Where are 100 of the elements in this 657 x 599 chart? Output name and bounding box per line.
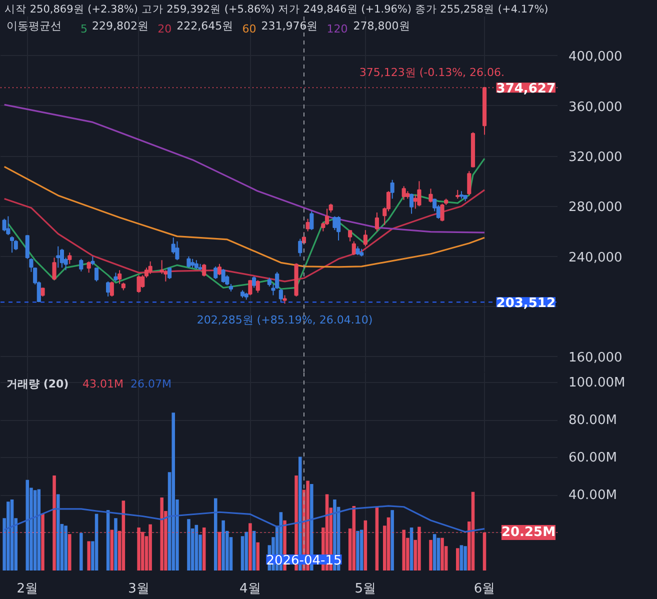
bar bbox=[244, 532, 248, 570]
candlestick bbox=[310, 210, 314, 231]
candlestick bbox=[136, 274, 141, 294]
bar bbox=[37, 489, 41, 570]
y-tick-label: 280,000 bbox=[568, 200, 622, 216]
x-tick-label: 2월 bbox=[16, 582, 38, 596]
y-tick-label: 40.00M bbox=[568, 488, 617, 503]
annotation: 375,123원 (-0.13%, 26.06. bbox=[359, 66, 505, 79]
bar bbox=[429, 540, 432, 570]
y-tick-label: 100.00M bbox=[568, 375, 626, 390]
candlestick bbox=[306, 218, 310, 232]
line-series bbox=[4, 189, 486, 282]
candlestick bbox=[374, 212, 379, 232]
candlestick bbox=[14, 240, 18, 251]
x-tick-label: 4월 bbox=[240, 582, 261, 596]
candlestick bbox=[417, 180, 422, 207]
candlestick bbox=[221, 268, 226, 284]
annotation: 229,802원 bbox=[92, 20, 148, 32]
bar bbox=[410, 528, 414, 570]
candlestick bbox=[336, 216, 341, 241]
y-tick-label: 360,000 bbox=[568, 100, 622, 115]
ref-line-label: 20.25M bbox=[501, 524, 556, 540]
line-series bbox=[4, 166, 486, 268]
bar bbox=[80, 532, 83, 570]
line-series bbox=[4, 505, 486, 533]
bar bbox=[460, 545, 464, 570]
x-tick-label: 5월 bbox=[354, 582, 376, 596]
text: 5 bbox=[80, 22, 88, 36]
candlestick bbox=[409, 193, 414, 214]
text: 20 bbox=[158, 22, 172, 36]
candlestick bbox=[352, 240, 356, 256]
annotation: 26.07M bbox=[130, 378, 172, 390]
bar bbox=[214, 498, 218, 570]
candlestick bbox=[175, 240, 180, 261]
candlestick bbox=[167, 267, 172, 280]
candlestick bbox=[186, 256, 191, 268]
annotation: 231,976원 bbox=[261, 20, 318, 32]
candlestick bbox=[52, 257, 56, 281]
bar bbox=[26, 480, 30, 570]
bar bbox=[360, 530, 364, 570]
candlestick bbox=[467, 170, 472, 196]
candlestick bbox=[79, 258, 84, 272]
bar bbox=[240, 536, 244, 570]
y-tick-label: 240,000 bbox=[568, 250, 622, 266]
annotation: 202,285원 (+85.19%, 26.04.10) bbox=[196, 314, 373, 327]
bar bbox=[187, 519, 190, 570]
legend-title: 이동평균선 bbox=[6, 20, 62, 32]
annotation: 278,800원 bbox=[353, 20, 410, 32]
bar bbox=[114, 518, 118, 570]
text: 120 bbox=[326, 22, 348, 36]
bar bbox=[464, 546, 467, 570]
candlestick bbox=[10, 236, 14, 254]
annotation: 222,645원 bbox=[176, 20, 234, 32]
candlestick bbox=[6, 216, 10, 236]
candlestick bbox=[390, 179, 394, 200]
candlestick bbox=[217, 263, 222, 276]
candlestick bbox=[68, 252, 72, 264]
bar bbox=[56, 494, 60, 570]
bar bbox=[64, 526, 68, 570]
annotation: 43.01M bbox=[82, 378, 124, 390]
y-tick-label: 320,000 bbox=[568, 150, 622, 166]
candlestick bbox=[110, 280, 114, 298]
x-tick-label: 3월 bbox=[128, 582, 150, 596]
candlestick bbox=[348, 230, 352, 242]
candlestick bbox=[202, 263, 206, 277]
candlestick bbox=[2, 218, 6, 232]
bar bbox=[390, 510, 394, 570]
bar bbox=[252, 530, 256, 570]
bar bbox=[33, 490, 37, 570]
candlestick bbox=[278, 288, 283, 303]
text: 시작 250,869원 (+2.38%) 고가 259,392원 (+5.86%) 저가 249,846원 (+1.96%) 종가 255,258원 (+4.17%) bbox=[4, 4, 548, 16]
text: 60 bbox=[242, 22, 256, 36]
line-series bbox=[4, 104, 486, 234]
bar bbox=[87, 541, 90, 570]
bar bbox=[436, 538, 440, 570]
text: 거래량 (20) bbox=[6, 378, 69, 390]
candlestick bbox=[428, 188, 433, 203]
candlestick bbox=[60, 248, 64, 268]
candlestick bbox=[118, 270, 122, 284]
y-tick-label: 400,000 bbox=[568, 50, 622, 65]
candlestick bbox=[56, 246, 60, 268]
bar bbox=[440, 538, 444, 570]
y-tick-label: 60.00M bbox=[568, 450, 617, 466]
candlestick bbox=[86, 260, 91, 274]
candlestick bbox=[332, 216, 337, 231]
candlestick bbox=[148, 260, 152, 274]
bar bbox=[432, 534, 436, 570]
candlestick bbox=[252, 276, 256, 288]
x-tick-label: 6월 bbox=[474, 582, 496, 596]
candlestick bbox=[256, 280, 260, 294]
bar bbox=[456, 548, 460, 570]
bar bbox=[356, 530, 360, 570]
bar bbox=[256, 542, 260, 570]
candlestick bbox=[248, 280, 252, 296]
candlestick bbox=[402, 186, 406, 200]
bar bbox=[94, 514, 98, 570]
candlestick bbox=[94, 267, 99, 282]
bar bbox=[172, 412, 175, 570]
candlestick bbox=[106, 280, 110, 298]
y-tick-label: 160,000 bbox=[568, 350, 622, 366]
